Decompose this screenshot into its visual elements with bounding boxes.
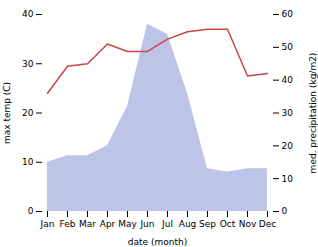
svg-text:10: 10: [22, 157, 34, 167]
svg-text:med. precipitation (kg/m2): med. precipitation (kg/m2): [308, 53, 318, 174]
svg-text:date (month): date (month): [128, 237, 187, 247]
svg-text:60: 60: [282, 9, 294, 19]
svg-text:30: 30: [22, 59, 34, 69]
svg-text:May: May: [118, 219, 137, 229]
svg-text:Jul: Jul: [161, 219, 173, 229]
svg-text:Oct: Oct: [220, 219, 236, 229]
svg-text:Mar: Mar: [79, 219, 96, 229]
svg-text:0: 0: [282, 206, 288, 216]
svg-text:30: 30: [282, 108, 294, 118]
svg-text:40: 40: [282, 75, 294, 85]
svg-text:40: 40: [22, 9, 34, 19]
svg-text:Nov: Nov: [239, 219, 257, 229]
svg-text:max temp (C): max temp (C): [2, 82, 12, 144]
svg-text:50: 50: [282, 42, 294, 52]
svg-text:Jun: Jun: [139, 219, 154, 229]
svg-text:20: 20: [22, 108, 34, 118]
svg-text:Jan: Jan: [40, 219, 55, 229]
svg-text:20: 20: [282, 141, 294, 151]
svg-text:Apr: Apr: [100, 219, 116, 229]
svg-text:Aug: Aug: [179, 219, 197, 229]
svg-text:0: 0: [28, 206, 34, 216]
svg-text:Dec: Dec: [259, 219, 276, 229]
svg-text:10: 10: [282, 174, 294, 184]
svg-text:Feb: Feb: [60, 219, 76, 229]
svg-text:Sep: Sep: [199, 219, 216, 229]
